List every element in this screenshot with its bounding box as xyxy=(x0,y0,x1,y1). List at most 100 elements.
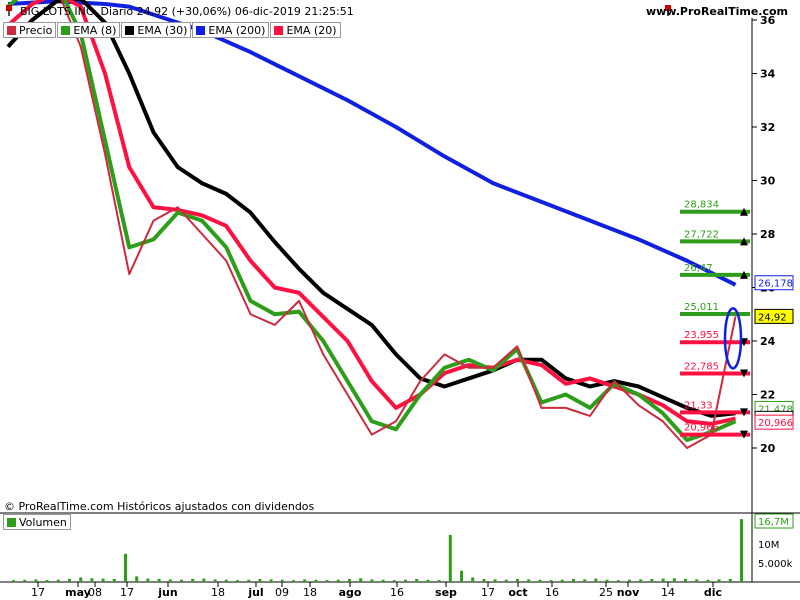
volume-bar xyxy=(504,579,508,582)
x-tick-label: 09 xyxy=(275,586,289,599)
x-tick-label: 14 xyxy=(661,586,675,599)
level-label: 28,834 xyxy=(684,200,719,211)
pin-icon-right[interactable] xyxy=(664,5,672,16)
x-tick-label: 08 xyxy=(88,586,102,599)
y-tick-label: 20 xyxy=(760,442,776,455)
axis-value-label: 24,92 xyxy=(758,312,787,323)
volume-bar xyxy=(157,578,161,582)
volume-bar xyxy=(706,579,710,582)
arrow-up-icon xyxy=(740,237,748,246)
volume-bar xyxy=(583,579,587,582)
volume-bar xyxy=(146,578,150,582)
volume-bar xyxy=(404,579,407,582)
legend-item-ema20[interactable]: EMA (20) xyxy=(270,22,341,38)
volume-bar xyxy=(236,580,239,582)
y-tick-label: 32 xyxy=(760,121,775,134)
legend-item-ema30[interactable]: EMA (30) xyxy=(121,22,192,38)
volume-bar xyxy=(359,578,363,582)
volume-bar xyxy=(112,578,116,582)
volume-label: Volumen xyxy=(19,515,67,529)
axis-value-box xyxy=(754,275,794,291)
volume-bar xyxy=(336,579,340,582)
volume-bar xyxy=(101,578,105,582)
volume-bar xyxy=(392,580,396,582)
axis-value-label: 26,178 xyxy=(758,279,793,290)
x-tick-label: 18 xyxy=(303,586,317,599)
ema200-line xyxy=(7,0,737,287)
volume-bar xyxy=(605,579,609,582)
arrow-up-icon xyxy=(740,270,748,279)
copyright-note: © ProRealTime.com Históricos ajustados c… xyxy=(4,500,315,513)
volume-bar xyxy=(639,579,643,582)
x-tick-label: nov xyxy=(617,586,640,599)
volume-bar xyxy=(728,578,732,582)
volume-bar xyxy=(292,580,295,582)
legend-item-ema200[interactable]: EMA (200) xyxy=(192,22,270,38)
volume-bar xyxy=(650,578,654,582)
axis-value-label: 20,966 xyxy=(758,418,793,429)
volume-bar xyxy=(45,580,49,582)
volume-bar xyxy=(437,580,441,582)
x-tick-label: 16 xyxy=(390,586,404,599)
volume-bar xyxy=(269,579,273,582)
x-tick-label: dic xyxy=(704,586,722,599)
volume-bar xyxy=(661,578,665,582)
volume-bar xyxy=(717,579,721,582)
legend-swatch xyxy=(7,517,16,527)
volume-bar xyxy=(426,579,430,582)
legend-swatch xyxy=(125,25,135,35)
legend-label: EMA (30) xyxy=(137,23,188,37)
volume-bar xyxy=(213,579,217,582)
volume-bar xyxy=(616,580,620,582)
x-tick-label: may xyxy=(65,586,91,599)
x-tick-label: jun xyxy=(157,586,177,599)
y-tick-label: 36 xyxy=(760,14,776,27)
volume-bar xyxy=(493,579,497,582)
volume-legend[interactable]: Volumen xyxy=(3,514,72,530)
volume-bar xyxy=(79,577,83,582)
volume-bar xyxy=(258,578,262,582)
volume-bar xyxy=(572,578,575,582)
x-tick-label: ago xyxy=(339,586,362,599)
ema30-line xyxy=(6,0,736,418)
price-line xyxy=(60,0,737,449)
legend-swatch xyxy=(61,25,71,35)
volume-bar xyxy=(202,578,206,582)
arrow-down-icon xyxy=(740,430,748,439)
legend-label: Precio xyxy=(19,23,53,37)
volume-bar xyxy=(628,579,631,582)
volume-bar xyxy=(224,579,228,582)
x-tick-label: 17 xyxy=(120,586,134,599)
legend-label: EMA (8) xyxy=(73,23,117,37)
x-tick-label: sep xyxy=(435,586,457,599)
arrow-up-icon xyxy=(740,207,748,216)
volume-bar xyxy=(549,580,553,582)
legend-item-price[interactable]: Precio xyxy=(3,22,57,38)
volume-bar xyxy=(280,579,284,582)
x-tick-label: 17 xyxy=(481,586,495,599)
legend-swatch xyxy=(274,25,284,35)
volume-bar xyxy=(482,578,486,582)
volume-bar xyxy=(381,579,385,582)
highlight-ellipse xyxy=(723,307,743,370)
volume-tick-label: 16,7M xyxy=(758,517,789,528)
x-tick-label: 25 xyxy=(599,586,613,599)
volume-bar xyxy=(538,579,542,582)
volume-bar xyxy=(740,519,743,582)
level-label: 25,011 xyxy=(684,302,719,313)
legend-item-ema8[interactable]: EMA (8) xyxy=(57,22,121,38)
level-label: 26,47 xyxy=(684,263,713,274)
arrow-down-icon xyxy=(740,408,748,417)
volume-bar xyxy=(247,579,251,582)
y-tick-label: 24 xyxy=(760,335,776,348)
level-label: 20,966 xyxy=(684,423,719,434)
legend-label: EMA (20) xyxy=(286,23,337,37)
volume-bar xyxy=(684,578,687,582)
volume-tick-label: 10M xyxy=(758,540,779,551)
volume-bar xyxy=(448,534,452,582)
volume-bar xyxy=(695,579,699,582)
site-url[interactable]: www.ProRealTime.com xyxy=(645,5,788,18)
pin-icon[interactable] xyxy=(5,5,13,16)
level-label: 27,722 xyxy=(684,229,719,240)
